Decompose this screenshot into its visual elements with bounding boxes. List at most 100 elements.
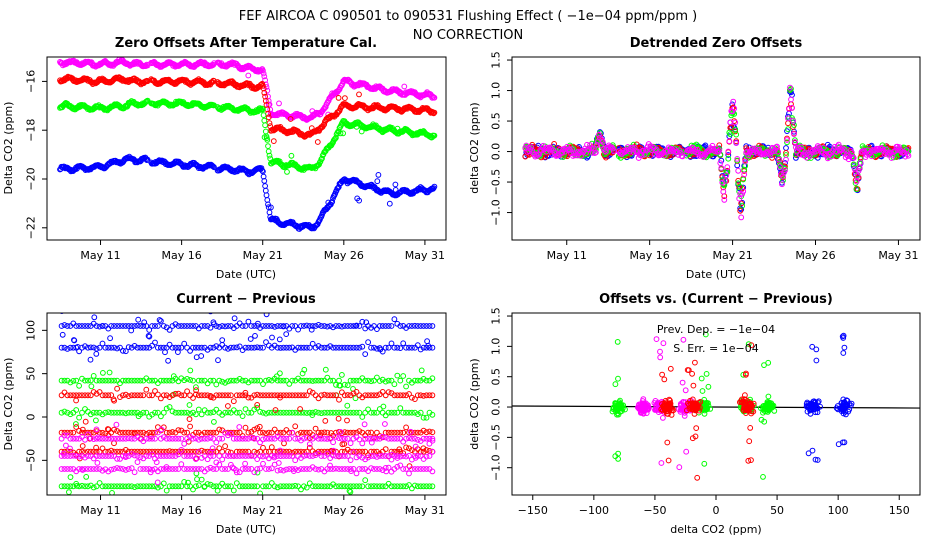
data-point-red [379, 389, 386, 395]
data-point-green [266, 377, 272, 383]
data-point-blue [298, 323, 304, 329]
data-point-green [187, 410, 194, 417]
data-point-blue [333, 323, 339, 329]
data-point-blue [276, 336, 283, 343]
data-point-red [301, 392, 307, 399]
data-point-red [271, 448, 278, 455]
data-point-green [382, 412, 389, 419]
data-point-magenta [903, 147, 910, 154]
data-point-magenta [790, 117, 796, 124]
data-point-red [256, 423, 263, 430]
data-point-green [423, 483, 430, 490]
data-point-green [356, 483, 363, 490]
data-point-magenta [344, 435, 351, 442]
data-point-red [406, 391, 412, 397]
data-point-blue [105, 344, 112, 351]
data-point-green [93, 409, 100, 416]
data-point-blue [233, 344, 240, 351]
data-point-red [131, 392, 138, 399]
data-point-red [427, 109, 434, 116]
data-point-red [242, 448, 249, 455]
data-point-red [281, 440, 287, 447]
panel-title: Zero Offsets After Temperature Cal. [115, 36, 377, 51]
data-point-magenta [76, 453, 82, 460]
data-point-magenta [166, 435, 173, 442]
data-point-green [149, 483, 156, 490]
data-point-green [108, 483, 115, 490]
data-point-blue [371, 344, 377, 351]
data-point-blue [330, 344, 337, 351]
data-point-blue [327, 343, 334, 350]
data-point-green [341, 409, 348, 416]
data-point-magenta [327, 435, 334, 442]
data-point-green [90, 484, 97, 491]
data-point-red [263, 448, 269, 455]
data-point-green [288, 152, 295, 159]
data-point-blue [324, 323, 331, 330]
data-point-magenta [242, 435, 249, 442]
data-point-red [333, 392, 339, 399]
data-point-green [236, 376, 243, 382]
data-point-red [339, 430, 345, 437]
data-point-magenta [850, 155, 857, 161]
data-point-green [128, 377, 135, 384]
data-point-magenta [67, 453, 74, 459]
data-point-magenta [73, 435, 80, 442]
data-point-blue [350, 344, 357, 351]
data-point-blue [336, 323, 342, 329]
x-tick-label: May 31 [405, 249, 445, 262]
data-point-blue [286, 344, 293, 351]
data-point-red [79, 426, 86, 433]
data-point-red [274, 429, 281, 436]
data-point-red [219, 448, 226, 455]
data-point-magenta [368, 435, 375, 442]
data-point-magenta [73, 453, 80, 459]
data-point-red [356, 428, 363, 435]
data-point-red [245, 394, 252, 401]
data-point-red [230, 429, 237, 436]
data-point-magenta [233, 435, 240, 442]
data-point-green [312, 377, 319, 384]
data-point-green [739, 202, 746, 209]
data-point-magenta [286, 435, 293, 442]
data-point-blue [216, 323, 223, 330]
data-point-red [339, 448, 345, 455]
data-point-magenta [248, 453, 255, 459]
data-point-blue [265, 204, 272, 211]
data-point-red [211, 78, 217, 84]
data-point-red [105, 448, 112, 455]
data-point-blue [166, 341, 173, 348]
data-point-green [160, 409, 167, 416]
data-point-red [263, 430, 269, 437]
data-point-green [333, 409, 339, 416]
data-point-green [289, 409, 296, 416]
data-point-blue [131, 323, 138, 329]
data-point-green [280, 409, 287, 416]
data-point-green [73, 483, 80, 489]
data-point-magenta [160, 434, 167, 441]
data-point-green [742, 162, 749, 169]
data-point-magenta [401, 83, 408, 90]
data-point-red [330, 392, 337, 399]
plot-area [58, 313, 436, 495]
data-point-green [160, 480, 167, 487]
data-point-blue [318, 323, 325, 329]
data-point-blue [108, 323, 115, 329]
data-point-green [368, 483, 375, 490]
data-point-magenta [93, 453, 100, 459]
data-point-green [301, 409, 307, 416]
data-point-red [347, 448, 354, 455]
data-point-magenta [204, 456, 211, 463]
data-point-magenta [716, 147, 723, 154]
data-point-blue [140, 323, 147, 329]
data-point-blue [359, 318, 366, 325]
data-point-green [277, 370, 283, 377]
data-point-blue [175, 349, 181, 356]
data-point-green [788, 85, 794, 92]
data-point-magenta [562, 148, 568, 155]
data-point-blue [178, 344, 185, 351]
data-point-green [207, 409, 214, 416]
data-point-green [175, 483, 182, 490]
data-point-red [731, 118, 738, 124]
data-point-magenta [318, 435, 325, 442]
